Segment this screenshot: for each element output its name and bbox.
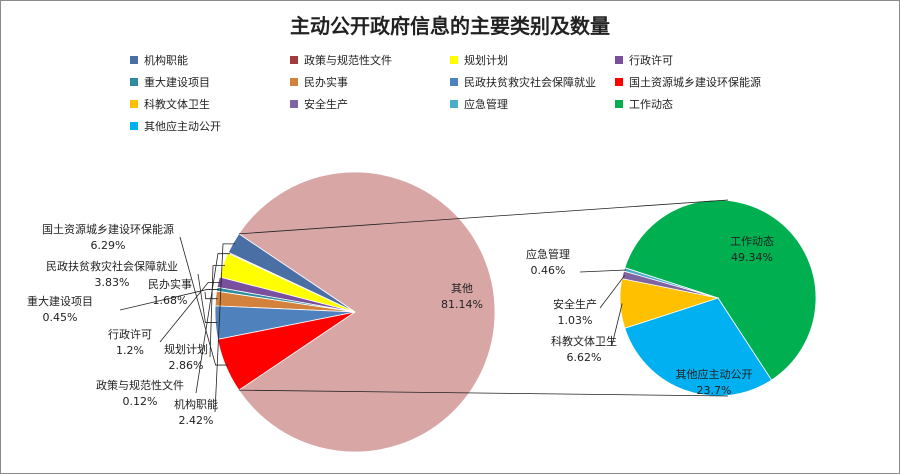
legend-label: 国土资源城乡建设环保能源 [629,76,761,89]
legend-swatch [615,56,623,64]
chart-legend: 机构职能 政策与规范性文件 规划计划 行政许可重大建设项目 民办实事 民政扶贫救灾社会保障… [0,0,900,140]
legend-label: 科教文体卫生 [144,98,210,111]
legend-label: 工作动态 [629,98,673,111]
legend-item: 工作动态 [615,96,673,112]
legend-swatch [450,78,458,86]
legend-label: 机构职能 [144,54,188,67]
legend-label: 民政扶贫救灾社会保障就业 [464,76,596,89]
data-label: 安全生产 [553,297,597,311]
legend-swatch [130,122,138,130]
data-label: 3.83% [95,276,130,289]
data-label: 机构职能 [174,397,218,411]
leader-line [195,253,230,394]
legend-item: 科教文体卫生 [130,96,210,112]
data-label: 行政许可 [108,327,152,341]
legend-item: 重大建设项目 [130,74,210,90]
data-label: 1.2% [116,344,144,357]
legend-item: 政策与规范性文件 [290,52,392,68]
secondary-pie-slice [623,267,719,299]
leader-line [119,289,219,311]
data-label: 民办实事 [148,277,192,291]
connector-line [238,389,729,397]
legend-swatch [615,78,623,86]
data-label: 0.45% [43,311,78,324]
legend-label: 政策与规范性文件 [304,54,392,67]
legend-item: 国土资源城乡建设环保能源 [615,74,761,90]
data-label: 规划计划 [164,342,208,356]
legend-swatch [130,78,138,86]
leader-line [611,303,623,346]
legend-item: 其他应主动公开 [130,118,221,134]
data-label: 6.29% [91,239,126,252]
data-label: 政策与规范性文件 [96,378,184,392]
data-label: 23.7% [697,384,732,397]
leader-line [179,236,228,366]
data-label: 0.46% [531,264,566,277]
data-label: 49.34% [731,251,773,264]
legend-swatch [450,56,458,64]
legend-swatch [290,56,298,64]
data-label: 2.86% [169,359,204,372]
legend-item: 机构职能 [130,52,188,68]
legend-swatch [290,78,298,86]
data-label: 民政扶贫救灾社会保障就业 [46,259,178,273]
data-label: 其他应主动公开 [676,367,753,381]
leader-line [209,265,226,358]
legend-swatch [450,100,458,108]
legend-item: 民政扶贫救灾社会保障就业 [450,74,596,90]
data-label: 1.03% [558,314,593,327]
pie-slice [238,171,496,453]
secondary-pie-slice [624,199,817,381]
legend-item: 安全生产 [290,96,348,112]
legend-swatch [290,100,298,108]
legend-item: 民办实事 [290,74,348,90]
leader-line [599,275,626,309]
data-label: 科教文体卫生 [551,334,617,348]
data-label: 2.42% [179,414,214,427]
leader-line [204,291,218,300]
legend-swatch [615,100,623,108]
leader-line [159,282,221,343]
legend-swatch [130,56,138,64]
secondary-pie-slice [624,297,773,397]
leader-line [214,243,235,413]
chart-title: 主动公开政府信息的主要类别及数量 [290,14,610,38]
legend-label: 规划计划 [464,54,508,67]
data-label: 工作动态 [730,235,774,248]
legend-item: 应急管理 [450,96,508,112]
data-label: 6.62% [567,351,602,364]
legend-label: 民办实事 [304,76,348,89]
data-label: 1.68% [153,294,188,307]
legend-item: 规划计划 [450,52,508,68]
connector-line [238,199,729,235]
legend-label: 安全生产 [304,98,348,111]
legend-item: 行政许可 [615,52,673,68]
data-label: 重大建设项目 [27,294,93,308]
pie-slice [217,311,356,391]
data-label: 81.14% [441,298,483,311]
legend-swatch [130,100,138,108]
legend-label: 其他应主动公开 [144,120,221,133]
data-label: 其他 [451,282,473,295]
data-label: 国土资源城乡建设环保能源 [42,222,174,236]
leader-line [579,269,627,273]
data-label: 0.12% [123,395,158,408]
legend-label: 应急管理 [464,98,508,111]
leader-line [197,273,218,323]
data-label: 应急管理 [526,247,570,261]
legend-label: 重大建设项目 [144,76,210,89]
legend-label: 行政许可 [629,54,673,67]
